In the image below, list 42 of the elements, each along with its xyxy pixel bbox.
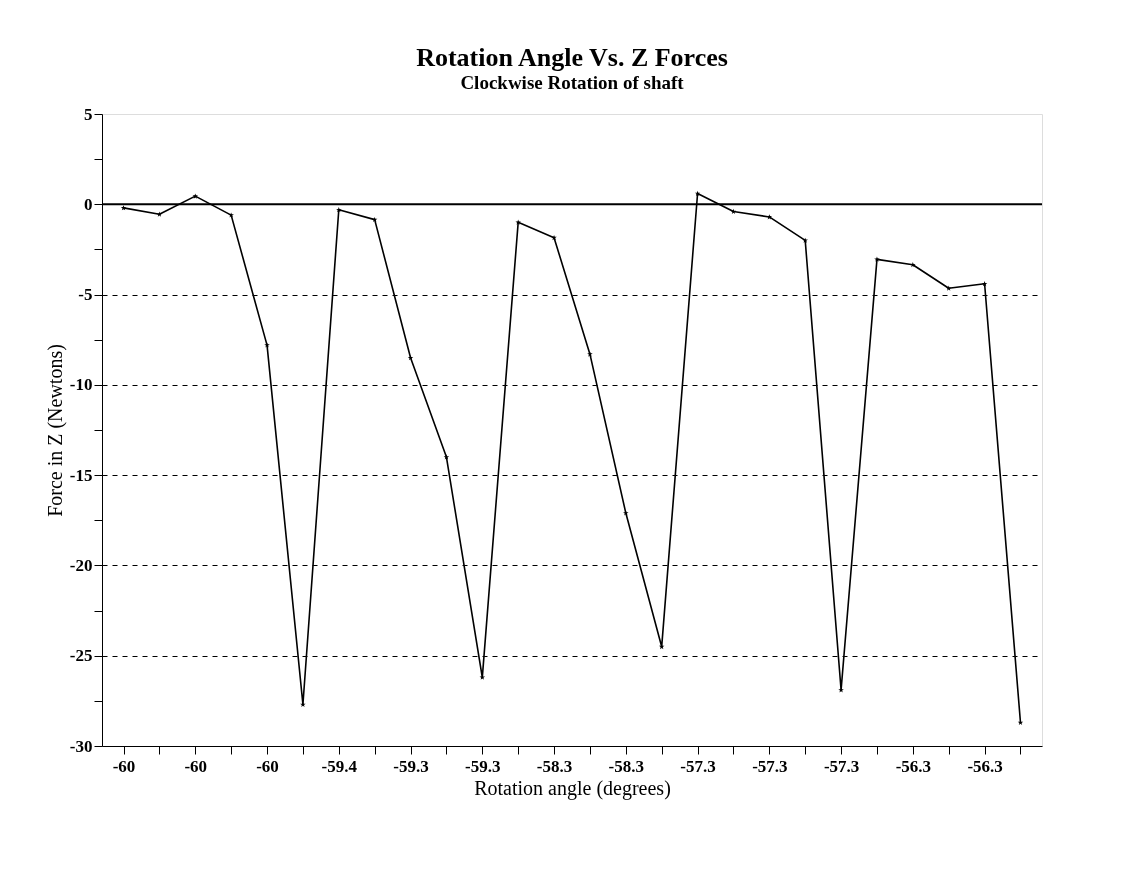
x-tick-label: -60 bbox=[256, 756, 279, 776]
x-tick-label: -59.3 bbox=[465, 756, 501, 776]
point bbox=[551, 234, 557, 241]
x-tick-label: -56.3 bbox=[967, 756, 1003, 776]
y-tick-label: 5 bbox=[84, 104, 93, 124]
y-axis-title: Force in Z (Newtons) bbox=[43, 344, 67, 517]
point bbox=[838, 687, 844, 693]
x-axis-title: Rotation angle (degrees) bbox=[474, 776, 671, 800]
point bbox=[371, 216, 378, 223]
y-tick-label: -30 bbox=[69, 736, 93, 756]
x-tick-label: -59.4 bbox=[321, 756, 358, 776]
chart-title: Rotation Angle Vs. Z Forces bbox=[416, 43, 728, 72]
point bbox=[228, 212, 234, 218]
point bbox=[156, 211, 163, 217]
point bbox=[407, 355, 414, 361]
point bbox=[910, 262, 916, 268]
x-tick-label: -56.3 bbox=[895, 756, 932, 776]
y-tick-label: -20 bbox=[69, 555, 93, 575]
point bbox=[945, 285, 952, 291]
y-tick-label: 0 bbox=[84, 194, 93, 214]
x-tick-label: -60 bbox=[112, 756, 136, 776]
x-tick-label: -59.3 bbox=[393, 756, 429, 776]
point bbox=[766, 214, 773, 220]
point bbox=[623, 510, 629, 516]
point bbox=[730, 208, 737, 214]
y-tick-label: -10 bbox=[69, 375, 93, 395]
point bbox=[587, 351, 593, 357]
y-tick-label: -15 bbox=[69, 465, 93, 485]
point bbox=[264, 342, 270, 348]
x-tick-label: -58.3 bbox=[608, 756, 645, 776]
x-tick-label: -58.3 bbox=[536, 756, 573, 776]
y-tick-label: -5 bbox=[78, 285, 93, 305]
x-tick-label: -57.3 bbox=[823, 756, 860, 776]
y-tick-label: -25 bbox=[69, 646, 93, 666]
point bbox=[443, 454, 450, 460]
point bbox=[981, 281, 988, 287]
x-tick-label: -60 bbox=[184, 756, 208, 776]
x-tick-label: -57.3 bbox=[752, 756, 788, 776]
point bbox=[120, 205, 127, 211]
point bbox=[192, 193, 199, 199]
chart-subtitle: Clockwise Rotation of shaft bbox=[460, 72, 685, 93]
x-tick-label: -57.3 bbox=[680, 756, 716, 776]
